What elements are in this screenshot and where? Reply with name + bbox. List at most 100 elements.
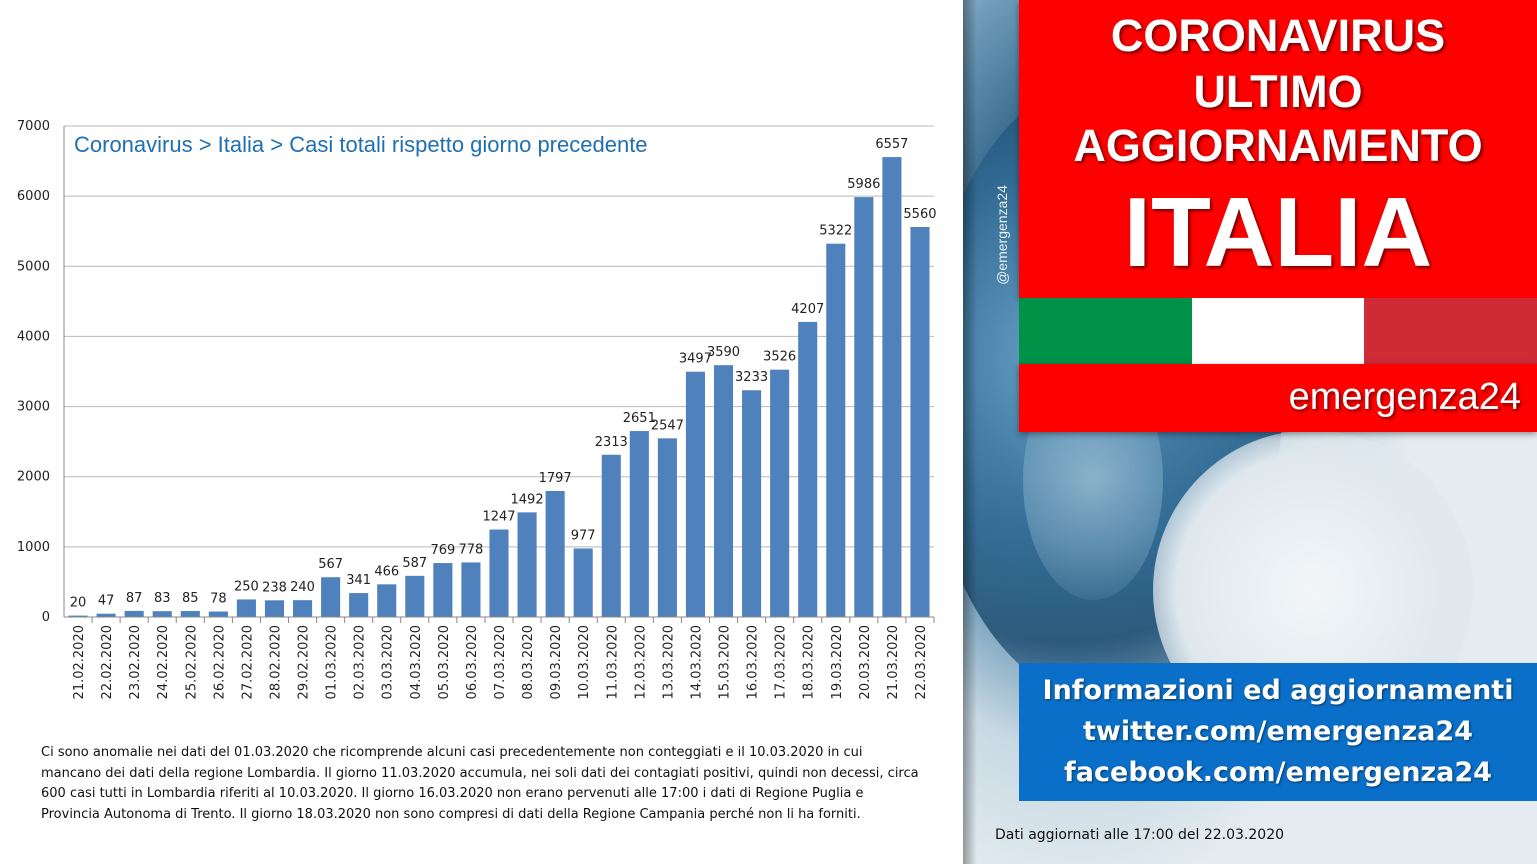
y-tick-label: 3000: [17, 400, 50, 415]
info-box: Informazioni ed aggiornamenti twitter.co…: [1019, 663, 1537, 801]
info-line-1: Informazioni ed aggiornamenti: [1042, 675, 1514, 706]
x-tick-label: 20.03.2020: [858, 625, 873, 699]
x-tick-label: 16.03.2020: [746, 625, 761, 699]
data-label: 47: [98, 594, 115, 609]
bars: [68, 157, 930, 617]
y-tick-label: 4000: [17, 329, 50, 344]
grid: [64, 125, 934, 618]
bar: [124, 610, 144, 617]
data-label: 341: [346, 573, 371, 588]
data-label: 250: [234, 579, 259, 594]
data-label: 2547: [651, 418, 684, 433]
data-label: 240: [290, 580, 315, 595]
bar: [629, 431, 649, 617]
bar: [545, 490, 565, 617]
y-tick-label: 7000: [17, 119, 50, 134]
headline-line-1: CORONAVIRUS: [1110, 10, 1446, 61]
x-tick-label: 18.03.2020: [802, 625, 817, 699]
data-label: 2651: [623, 411, 656, 426]
bar: [180, 611, 200, 617]
data-label: 20: [70, 596, 87, 611]
edge-shadow: [963, 0, 977, 864]
brand-box: emergenza24: [1019, 364, 1537, 432]
data-label: 3233: [735, 370, 768, 385]
data-label: 5322: [819, 224, 852, 239]
data-label: 3497: [679, 352, 712, 367]
data-label: 567: [318, 557, 343, 572]
x-tick-label: 19.03.2020: [830, 625, 845, 699]
x-tick-label: 02.03.2020: [353, 625, 368, 699]
bar: [517, 512, 537, 617]
bar: [742, 390, 762, 617]
data-label: 83: [154, 591, 171, 606]
flag-red-stripe: [1364, 298, 1537, 364]
data-label: 466: [374, 564, 399, 579]
data-label: 3526: [763, 350, 796, 365]
data-label: 1797: [539, 471, 572, 486]
data-label: 5560: [903, 207, 936, 222]
data-label: 1492: [511, 492, 544, 507]
bar: [601, 454, 621, 617]
bar: [321, 577, 341, 617]
x-tick-label: 07.03.2020: [493, 625, 508, 699]
x-tick-label: 27.02.2020: [240, 625, 255, 699]
data-label: 85: [182, 591, 199, 606]
x-tick-label: 23.02.2020: [128, 625, 143, 699]
x-tick-label: 15.03.2020: [718, 625, 733, 699]
bar: [377, 584, 397, 617]
x-tick-label: 28.02.2020: [268, 625, 283, 699]
x-tick-label: 26.02.2020: [212, 625, 227, 699]
bar: [854, 197, 874, 617]
bar: [461, 562, 481, 617]
chart-title: Coronavirus > Italia > Casi totali rispe…: [74, 132, 648, 157]
bar: [433, 563, 453, 617]
data-label: 5986: [847, 177, 880, 192]
y-axis: 0 1000 2000 3000 4000 5000 6000 7000: [17, 119, 65, 625]
x-tick-label: 21.03.2020: [886, 625, 901, 699]
x-tick-label: 12.03.2020: [633, 625, 648, 699]
data-label: 587: [402, 556, 427, 571]
y-tick-label: 2000: [17, 470, 50, 485]
headline-box: CORONAVIRUS ULTIMO AGGIORNAMENTO ITALIA: [1019, 0, 1537, 298]
data-label: 778: [459, 542, 484, 557]
data-label: 6557: [875, 137, 908, 152]
data-label: 238: [262, 580, 287, 595]
bar: [798, 321, 818, 617]
data-label: 2313: [595, 435, 628, 450]
data-label: 4207: [791, 302, 824, 317]
data-label: 977: [571, 528, 596, 543]
flag-white-stripe: [1191, 298, 1365, 364]
headline-country: ITALIA: [1123, 177, 1433, 287]
data-label: 1247: [482, 510, 515, 525]
bar: [405, 575, 425, 617]
flag-green-stripe: [1019, 298, 1192, 364]
y-tick-label: 5000: [17, 259, 50, 274]
italian-flag: [1019, 298, 1537, 364]
bar: [293, 600, 313, 617]
bar: [826, 243, 846, 617]
x-tick-label: 13.03.2020: [661, 625, 676, 699]
y-tick-label: 0: [42, 610, 50, 625]
headline-line-2: ULTIMO: [1193, 66, 1363, 117]
data-label: 87: [126, 591, 143, 606]
bar: [208, 611, 228, 617]
x-tick-label: 04.03.2020: [409, 625, 424, 699]
bar: [685, 371, 705, 617]
bar: [68, 615, 88, 617]
facebook-link[interactable]: facebook.com/emergenza24: [1064, 757, 1492, 788]
headline-line-3: AGGIORNAMENTO: [1073, 120, 1483, 171]
x-tick-label: 10.03.2020: [577, 625, 592, 699]
x-tick-label: 03.03.2020: [381, 625, 396, 699]
x-tick-label: 01.03.2020: [325, 625, 340, 699]
data-label: 769: [430, 543, 455, 558]
bar: [489, 529, 509, 617]
bar: [713, 365, 734, 617]
x-tick-label: 29.02.2020: [297, 625, 312, 699]
bar: [573, 548, 593, 617]
chart-panel: 20 47 87 83 85 78 250 238 240 567 341 466 587 769 778 1…: [16, 119, 937, 822]
y-tick-label: 1000: [17, 540, 50, 555]
twitter-link[interactable]: twitter.com/emergenza24: [1083, 716, 1473, 747]
bar: [770, 369, 790, 617]
